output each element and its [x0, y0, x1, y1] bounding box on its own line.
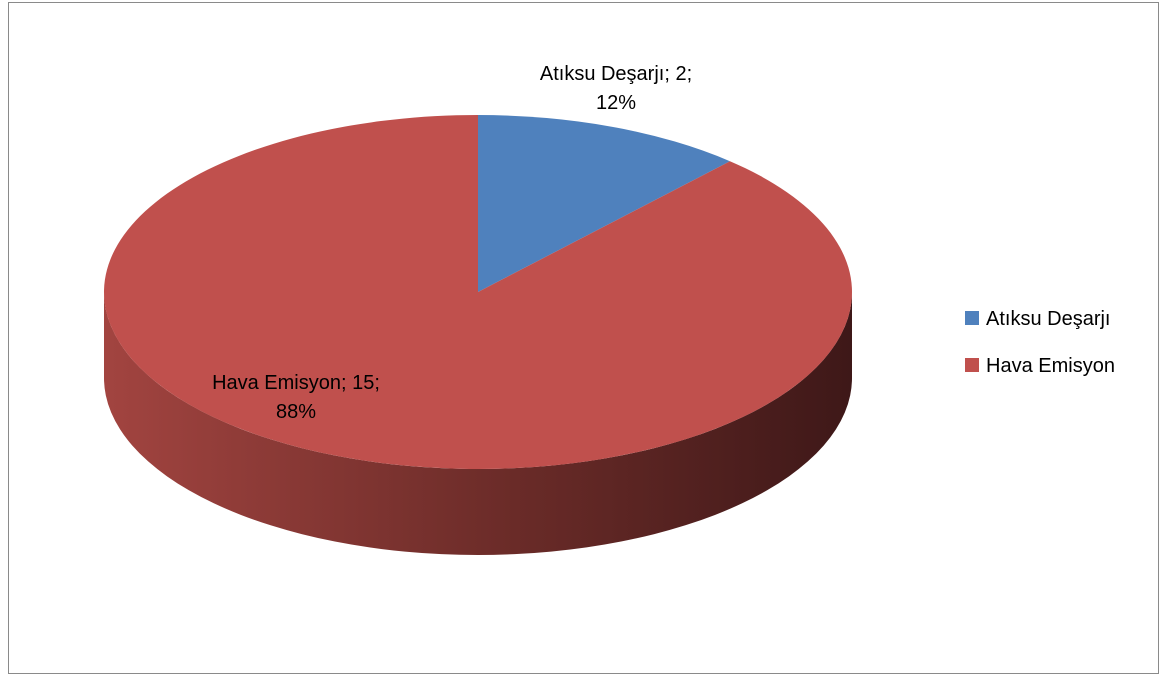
pie-side-wall — [104, 292, 852, 555]
legend-label-hava: Hava Emisyon — [986, 355, 1115, 377]
legend: Atıksu Deşarjı Hava Emisyon — [965, 308, 1115, 377]
legend-swatch-atiksu — [965, 311, 979, 325]
pie-top-layer — [104, 115, 853, 469]
pie-side-layer — [104, 292, 852, 555]
data-label-atiksu-line2: 12% — [596, 92, 636, 114]
pie-slice-atiksu — [478, 115, 730, 292]
pie-slice-hava — [104, 115, 853, 469]
data-label-atiksu-line1: Atıksu Deşarjı; 2; — [540, 63, 692, 85]
data-label-hava-line2: 88% — [276, 401, 316, 423]
data-label-hava-line1: Hava Emisyon; 15; — [212, 372, 380, 394]
legend-label-atiksu: Atıksu Deşarjı — [986, 308, 1110, 330]
legend-swatch-hava — [965, 358, 979, 372]
